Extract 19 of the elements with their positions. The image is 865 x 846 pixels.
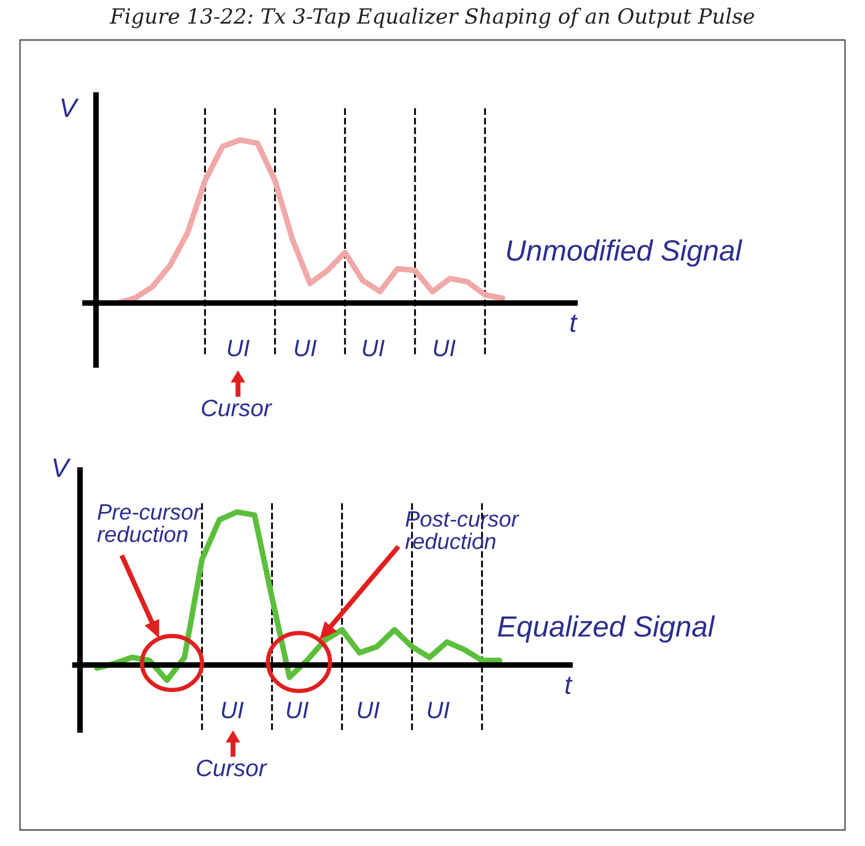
x-axis-title: t [566,676,573,694]
text: UI [362,340,385,356]
series-label: Unmodified Signal [507,239,742,267]
text: UI [294,340,317,356]
text: UI [428,702,450,718]
text: UI [286,702,309,718]
y-axis-title: V [53,458,71,477]
annotation: Pre-cursor reduction [97,504,202,542]
chart-title: Figure 13-22: Tx 3-Tap Equalizer Shaping of an Output Pulse [110,8,754,28]
text: Cursor [196,760,268,776]
y-axis-title: V [61,98,79,117]
x-axis-title: t [570,314,578,332]
text: UI [358,702,380,718]
annotation: Post-cursor reduction [405,511,520,550]
text: UI [434,340,456,356]
series-label: Equalized Signal [498,615,715,643]
text: Cursor [202,400,272,416]
text: UI [228,340,250,356]
text: UI [222,702,244,718]
